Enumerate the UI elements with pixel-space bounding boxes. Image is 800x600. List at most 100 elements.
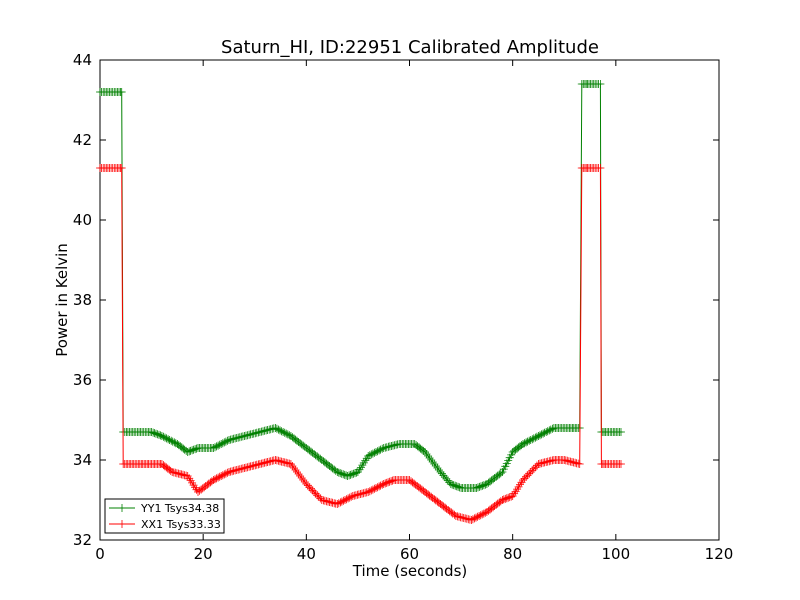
data-point [525,436,534,445]
data-point [468,515,477,524]
data-point [382,443,391,452]
data-point [157,432,166,440]
data-point [532,461,541,470]
data-point [215,440,224,449]
data-point [320,496,329,505]
data-point [375,482,384,491]
data-point [526,436,535,444]
series-markers [96,164,625,524]
data-point [476,511,485,520]
data-point [368,449,377,458]
data-point [243,431,252,440]
data-point [274,425,283,434]
data-point [519,440,527,448]
data-point [170,438,179,447]
data-point [372,484,380,492]
legend-box [104,498,225,534]
data-point [616,460,625,468]
data-point [546,425,555,434]
data-point [428,458,437,466]
data-point [243,463,252,472]
data-point [251,461,260,470]
data-point [523,471,532,480]
series-layer [96,80,625,524]
data-point [373,483,382,492]
data-point [117,88,126,96]
data-point [297,474,306,482]
y-tick-label: 34 [73,451,92,469]
data-point [311,489,320,498]
data-point [431,462,440,470]
data-point [534,432,543,440]
data-point [378,444,387,453]
data-point [117,164,126,172]
x-tick-label: 80 [503,545,522,563]
data-point [528,435,537,444]
data-point [266,425,275,434]
data-point [358,461,367,470]
data-point [424,452,433,460]
data-point [422,450,431,458]
data-point [214,473,223,482]
data-point [475,512,484,520]
data-point [523,437,532,446]
x-tick-label: 0 [95,545,105,563]
data-point [529,434,538,443]
data-point [548,424,557,433]
data-point [596,164,605,172]
data-point [179,470,187,479]
data-point [166,466,175,475]
data-point [365,487,374,496]
data-point [223,468,232,477]
data-point [211,475,219,484]
data-point [218,439,227,448]
data-point [571,458,580,467]
data-point [342,495,351,504]
plot-area: 0 20 40 60 80 100 120 32 34 36 38 40 42 44 [73,51,733,563]
data-point [165,436,174,444]
data-point [421,448,429,456]
data-point [372,448,380,456]
data-point [299,476,308,484]
data-point [433,464,442,472]
series-markers [96,80,625,492]
data-point [373,447,382,456]
data-point [333,500,342,508]
data-point [532,432,541,441]
data-point [162,434,171,443]
y-tick-label: 42 [73,131,92,149]
data-point [545,457,554,466]
data-point [427,456,436,464]
data-point [302,480,311,488]
y-axis-label: Power in Kelvin [53,243,71,357]
data-point [285,431,294,440]
data-point [370,484,379,493]
data-point [159,432,168,441]
data-point [336,498,345,507]
data-point [279,428,288,436]
data-point [313,491,322,500]
data-point [542,428,551,436]
data-point [214,441,223,450]
data-point [520,439,529,448]
data-point [596,80,605,88]
data-point [220,438,229,447]
y-tick-label: 32 [73,531,92,549]
x-tick-label: 20 [194,545,213,563]
data-point [171,468,180,477]
legend-marker [118,520,126,528]
data-point [167,436,176,445]
data-point [368,485,377,494]
data-point [540,428,549,437]
x-tick-label: 60 [400,545,419,563]
data-point [365,451,374,460]
legend-marker [118,504,126,512]
data-point [283,430,292,439]
data-point [294,470,303,478]
data-point [339,496,348,505]
data-point [188,478,197,487]
data-point [334,499,343,508]
data-point [207,477,216,486]
series-1 [96,80,625,492]
plot-frame [99,59,720,541]
